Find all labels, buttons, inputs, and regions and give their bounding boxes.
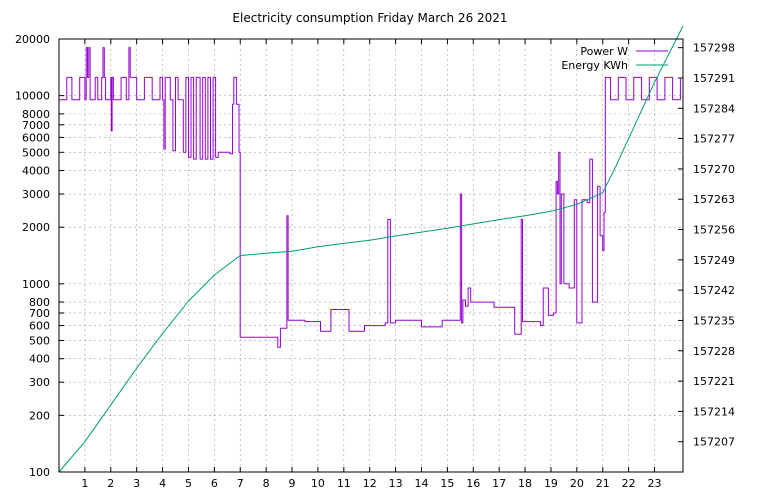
y2-tick-label: 157214 <box>693 405 735 418</box>
y-tick-label: 4000 <box>22 165 50 178</box>
y-tick-label: 2000 <box>22 221 50 234</box>
legend-label-power: Power W <box>580 45 628 58</box>
plot-frame <box>58 38 684 473</box>
y2-tick-label: 157228 <box>693 345 735 358</box>
y2-tick-label: 157256 <box>693 224 735 237</box>
y2-tick-label: 157221 <box>693 375 735 388</box>
x-tick-label: 2 <box>107 477 114 490</box>
x-tick-label: 1 <box>81 477 88 490</box>
y-tick-label: 100 <box>29 466 50 479</box>
energy-series-line <box>58 25 684 473</box>
y2-tick-label: 157291 <box>693 72 735 85</box>
y-tick-label: 8000 <box>22 108 50 121</box>
y-tick-label: 600 <box>29 320 50 333</box>
power-series-line <box>59 47 681 348</box>
y2-tick-label: 157235 <box>693 314 735 327</box>
y2-tick-label: 157263 <box>693 193 735 206</box>
x-tick-label: 23 <box>648 477 662 490</box>
x-tick-label: 3 <box>133 477 140 490</box>
x-tick-label: 18 <box>518 477 532 490</box>
legend: Power W Energy KWh <box>561 45 668 72</box>
y-tick-label: 200 <box>29 409 50 422</box>
x-tick-label: 17 <box>492 477 506 490</box>
y-tick-label: 400 <box>29 353 50 366</box>
y2-tick-label: 157207 <box>693 436 735 449</box>
x-tick-label: 10 <box>311 477 325 490</box>
y-tick-label: 300 <box>29 376 50 389</box>
x-tick-label: 4 <box>159 477 166 490</box>
x-tick-label: 5 <box>185 477 192 490</box>
x-tick-label: 21 <box>596 477 610 490</box>
y2-tick-label: 157298 <box>693 42 735 55</box>
x-tick-label: 11 <box>337 477 351 490</box>
y2-tick-label: 157277 <box>693 133 735 146</box>
y2-tick-label: 157270 <box>693 163 735 176</box>
y-tick-label: 5000 <box>22 146 50 159</box>
y-tick-label: 10000 <box>15 90 50 103</box>
y-tick-label: 1000 <box>22 278 50 291</box>
x-tick-label: 22 <box>622 477 636 490</box>
series-layer <box>58 25 684 473</box>
y-tick-label: 7000 <box>22 119 50 132</box>
y-tick-label: 3000 <box>22 188 50 201</box>
legend-label-energy: Energy KWh <box>561 59 628 72</box>
y2-tick-label: 157284 <box>693 102 735 115</box>
x-tick-label: 13 <box>389 477 403 490</box>
y-tick-label: 500 <box>29 334 50 347</box>
x-tick-label: 20 <box>570 477 584 490</box>
x-tick-label: 7 <box>237 477 244 490</box>
ticks-layer: 1 2 3 4 5 6 7 8 9 10 11 12 13 14 15 16 17 18 19 20 21 22 23100… <box>15 33 735 490</box>
x-tick-label: 15 <box>440 477 454 490</box>
x-tick-label: 12 <box>363 477 377 490</box>
chart-title: Electricity consumption Friday March 26 … <box>232 11 507 25</box>
y-tick-label: 700 <box>29 307 50 320</box>
y2-tick-label: 157249 <box>693 254 735 267</box>
x-tick-label: 8 <box>263 477 270 490</box>
x-tick-label: 14 <box>414 477 428 490</box>
x-tick-label: 9 <box>289 477 296 490</box>
grid-layer <box>59 39 683 472</box>
x-tick-label: 6 <box>211 477 218 490</box>
x-tick-label: 19 <box>544 477 558 490</box>
y-tick-label: 6000 <box>22 131 50 144</box>
x-tick-label: 16 <box>466 477 480 490</box>
y-tick-label: 800 <box>29 296 50 309</box>
y-tick-label: 20000 <box>15 33 50 46</box>
y2-tick-label: 157242 <box>693 284 735 297</box>
